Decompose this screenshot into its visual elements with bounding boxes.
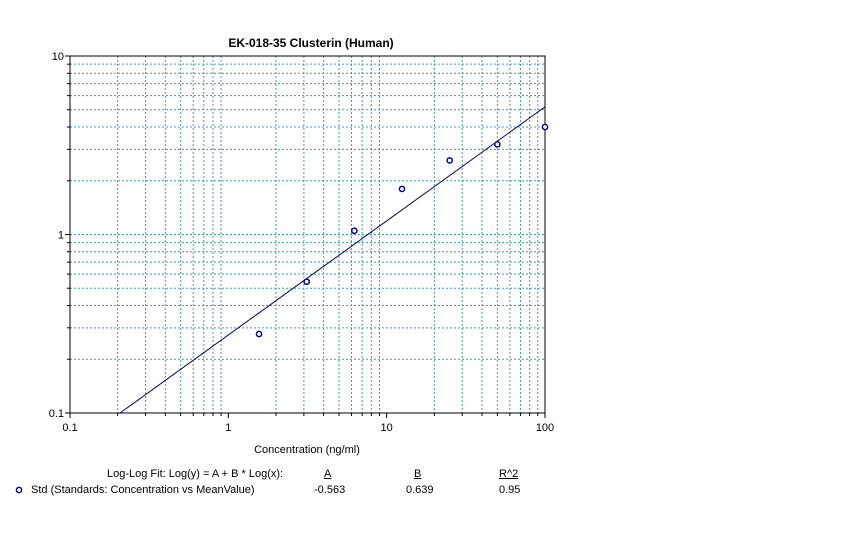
data-point [255, 330, 263, 338]
fit-a-value: -0.563 [314, 484, 346, 496]
data-point [398, 185, 406, 193]
y-tick-label: 0.1 [49, 408, 64, 420]
fit-r2-value: 0.95 [499, 484, 521, 496]
x-tick-label: 0.1 [62, 422, 77, 434]
legend-marker [15, 486, 23, 494]
fit-line [119, 106, 546, 414]
y-tick-label: 1 [58, 230, 64, 242]
data-point [493, 140, 501, 148]
axis-ticks [65, 55, 546, 418]
fit-line-group [119, 106, 546, 414]
fit-col-b-header: B [414, 468, 422, 480]
grid [70, 56, 545, 413]
fit-equation: Log-Log Fit: Log(y) = A + B * Log(x): [107, 468, 284, 480]
legend-series-label: Std (Standards: Concentration vs MeanVal… [31, 484, 255, 496]
fit-b-value: 0.639 [406, 484, 434, 496]
x-axis-label: Concentration (ng/ml) [254, 444, 360, 456]
fit-col-a-header: A [324, 468, 332, 480]
fit-col-r2-header: R^2 [499, 468, 519, 480]
data-point [541, 123, 549, 131]
chart-title: EK-018-35 Clusterin (Human) [228, 36, 393, 50]
x-tick-label: 10 [381, 422, 393, 434]
y-tick-label: 10 [52, 51, 64, 63]
x-tick-label: 100 [536, 422, 554, 434]
data-point [446, 157, 454, 164]
data-points [255, 123, 549, 338]
x-tick-label: 1 [225, 422, 231, 434]
data-point [303, 278, 311, 286]
data-point [350, 227, 358, 235]
tick-labels: 0.1 1 10 100 0.1 1 10 [49, 51, 554, 434]
